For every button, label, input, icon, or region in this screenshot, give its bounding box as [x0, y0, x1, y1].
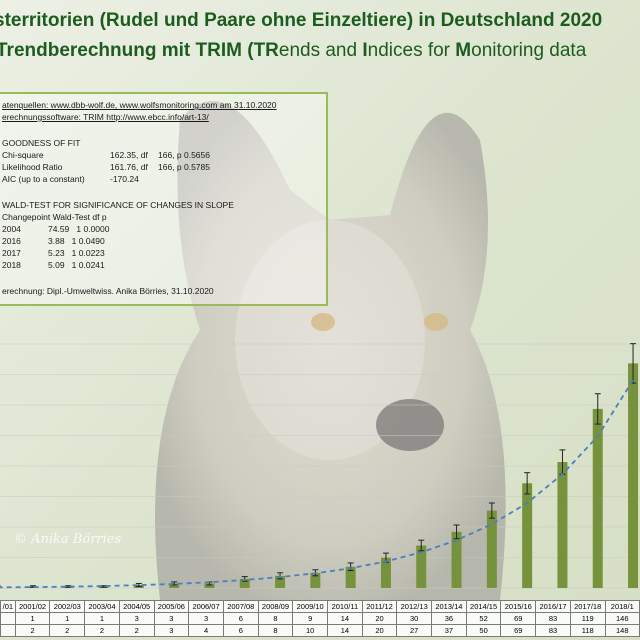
table-cell: 3 — [153, 612, 190, 625]
gof-row-p: 166, p 0.5656 — [158, 150, 210, 160]
column-label: 2007/08 — [222, 600, 259, 613]
column-label: 2003/04 — [84, 600, 120, 613]
table-cell: 9 — [292, 612, 329, 625]
wald-row: 2016 — [2, 236, 21, 246]
table-cell: 14 — [327, 624, 363, 637]
wald-row: 2017 — [2, 248, 21, 258]
column-label: 2017/18 — [569, 600, 606, 613]
column-label: 2014/15 — [465, 600, 502, 613]
wald-row: 5.23 1 0.0223 — [48, 248, 105, 258]
table-cell: 37 — [431, 624, 467, 637]
chart-title-line1: sterritorien (Rudel und Paare ohne Einze… — [0, 10, 603, 31]
table-cell: 6 — [222, 624, 259, 637]
table-row: 2 2 2 2 3 4 6 8 10 14 20 27 37 50 69 83 118 148 — [0, 624, 640, 637]
gof-row-p: 166, p 0.5785 — [158, 162, 210, 172]
table-cell: 8 — [257, 612, 294, 625]
table-cell: 3 — [188, 612, 224, 625]
gof-row: Chi-square — [2, 150, 44, 160]
table-cell: 14 — [327, 612, 363, 625]
title-part: I — [362, 40, 368, 61]
column-label: 2004/05 — [118, 600, 155, 613]
table-cell: 146 — [604, 612, 640, 625]
table-cell: 1 — [84, 612, 120, 625]
data-sources-text: atenquellen: www.dbb-wolf.de, www.wolfsm… — [2, 100, 277, 110]
table-cell: 3 — [153, 624, 190, 637]
table-cell: 20 — [361, 612, 398, 625]
title-part: ends and — [278, 40, 363, 61]
table-cell: 83 — [535, 624, 571, 637]
column-label: 2005/06 — [153, 600, 190, 613]
gof-heading: GOODNESS OF FIT — [2, 138, 81, 148]
credit-text: erechnung: Dipl.-Umweltwiss. Anika Börri… — [2, 286, 214, 296]
column-label: /01 — [0, 600, 16, 613]
table-cell — [0, 612, 16, 625]
statistics-info-box: atenquellen: www.dbb-wolf.de, www.wolfsm… — [0, 92, 328, 306]
table-cell: 30 — [396, 612, 433, 625]
gof-row-value: 162.35, df — [110, 150, 148, 160]
data-table: /01 2001/02 2002/03 2003/04 2004/05 2005/06 20… — [0, 600, 640, 637]
column-label: 2002/03 — [49, 600, 86, 613]
column-label: 2016/17 — [535, 600, 571, 613]
table-cell: 83 — [535, 612, 571, 625]
table-cell: 148 — [604, 624, 640, 637]
table-cell: 3 — [118, 612, 155, 625]
gof-row: AIC (up to a constant) — [2, 174, 85, 184]
table-cell: 69 — [500, 624, 537, 637]
table-cell: 69 — [500, 612, 537, 625]
table-cell: 27 — [396, 624, 433, 637]
title-part: Trendberechnung mit TRIM ( — [0, 40, 254, 61]
column-label: 2001/02 — [14, 600, 51, 613]
table-cell: 2 — [49, 624, 86, 637]
table-cell: 1 — [14, 612, 51, 625]
column-label: 2006/07 — [188, 600, 224, 613]
column-label: 2010/11 — [327, 600, 363, 613]
software-text: erechnungssoftware: TRIM http://www.ebcc… — [2, 112, 209, 122]
gof-row: Likelihood Ratio — [2, 162, 63, 172]
gof-row-value: -170.24 — [110, 174, 139, 184]
title-part: ndices for — [367, 40, 456, 61]
table-cell: 36 — [431, 612, 467, 625]
wald-row: 2004 — [2, 224, 21, 234]
table-cell: 50 — [465, 624, 502, 637]
table-cell: 8 — [257, 624, 294, 637]
table-cell: 20 — [361, 624, 398, 637]
wald-row: 3.88 1 0.0490 — [48, 236, 105, 246]
title-part: onitoring data — [471, 40, 587, 61]
table-cell: 119 — [569, 612, 606, 625]
table-cell: 52 — [465, 612, 502, 625]
table-cell: 2 — [14, 624, 51, 637]
column-label: 2009/10 — [292, 600, 329, 613]
wald-row: 74.59 1 0.0000 — [48, 224, 110, 234]
chart-title-line2: Trendberechnung mit TRIM (TRends and Ind… — [0, 40, 586, 62]
wald-header: Changepoint Wald-Test df p — [2, 212, 107, 222]
table-cell: 4 — [188, 624, 224, 637]
title-part: M — [455, 40, 472, 61]
table-cell: 6 — [222, 612, 259, 625]
table-header-row: /01 2001/02 2002/03 2003/04 2004/05 2005/06 20… — [0, 600, 640, 613]
column-label: 2008/09 — [257, 600, 294, 613]
table-cell: 2 — [118, 624, 155, 637]
table-row: 1 1 1 3 3 3 6 8 9 14 20 30 36 52 69 83 119 146 — [0, 612, 640, 625]
wald-row: 2018 — [2, 260, 21, 270]
wald-row: 5.09 1 0.0241 — [48, 260, 105, 270]
column-label: 2015/16 — [500, 600, 537, 613]
column-label: 2013/14 — [431, 600, 467, 613]
table-cell: 118 — [569, 624, 606, 637]
watermark: © Anika Börries — [14, 532, 122, 547]
table-cell — [0, 624, 16, 637]
title-part: TR — [253, 40, 279, 61]
table-cell: 2 — [84, 624, 120, 637]
gof-row-value: 161.76, df — [110, 162, 148, 172]
column-label: 2018/1 — [604, 600, 640, 613]
column-label: 2012/13 — [396, 600, 433, 613]
wald-heading: WALD-TEST FOR SIGNIFICANCE OF CHANGES IN… — [2, 200, 234, 210]
table-cell: 10 — [292, 624, 329, 637]
column-label: 2011/12 — [361, 600, 398, 613]
table-cell: 1 — [49, 612, 86, 625]
